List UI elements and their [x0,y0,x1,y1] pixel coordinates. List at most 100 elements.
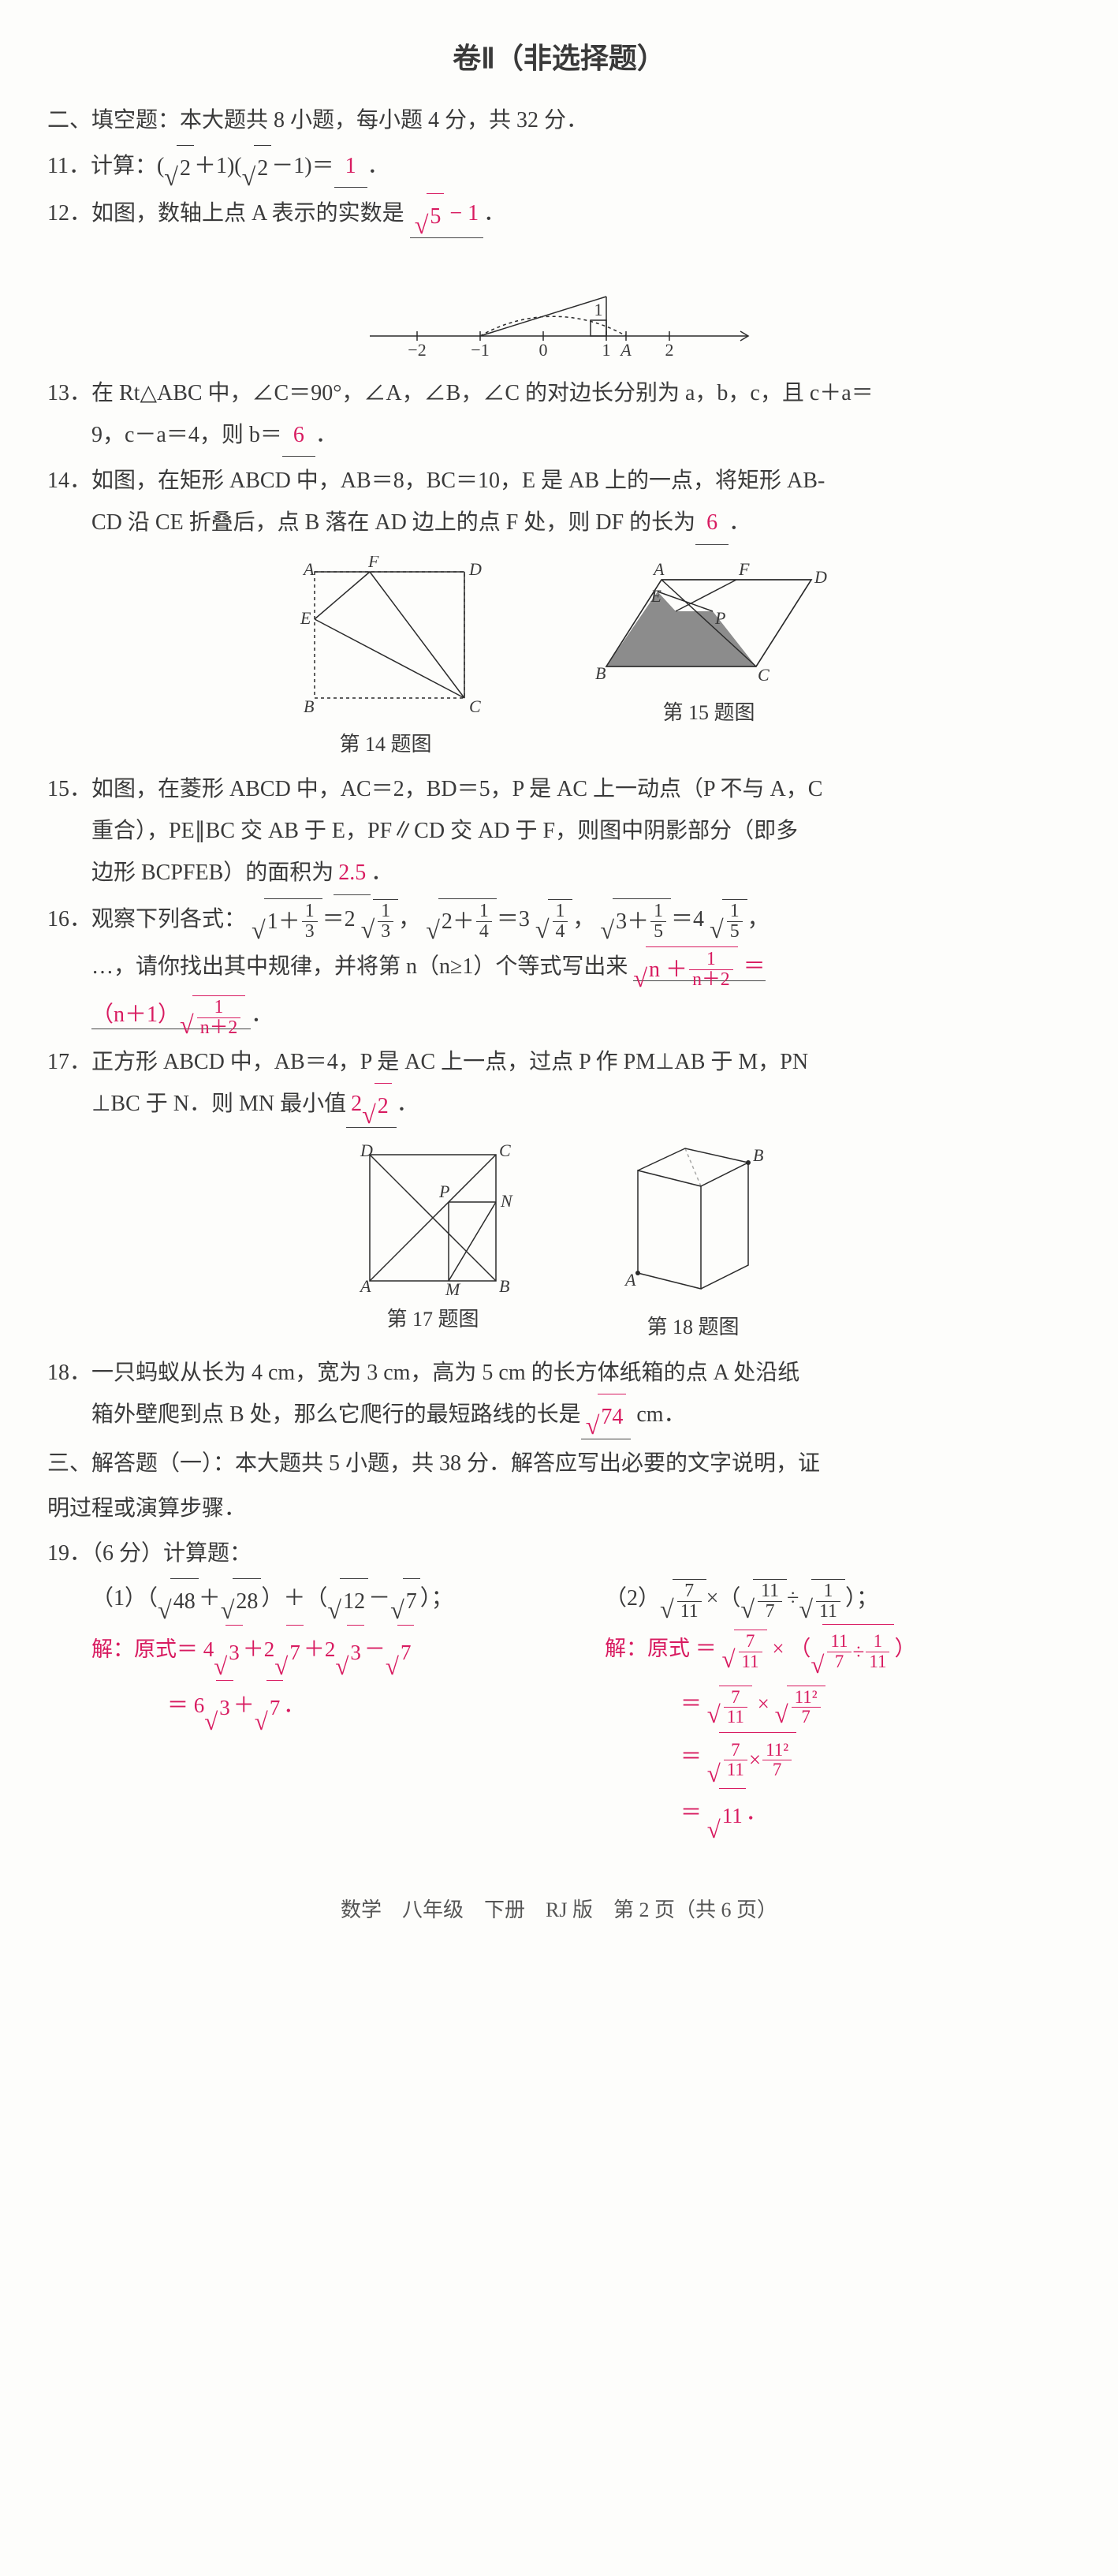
q15-tail: ． [371,861,393,885]
q15-line3: 边形 BCPFEB）的面积为 [91,861,334,885]
q18-line2: 箱外壁爬到点 B 处，那么它爬行的最短路线的长是 [91,1402,581,1427]
q17-q18-figures: D C A B M N P 第 17 题图 A [47,1139,1071,1346]
svg-text:F: F [738,559,750,579]
svg-text:A: A [619,340,632,360]
q16-tail: ． [251,1002,273,1027]
q15-line2: 重合），PE∥BC 交 AB 于 E，PF∥CD 交 AD 于 F，则图中阴影部… [47,810,1071,852]
q11-mid: ＋1)( [194,154,242,178]
svg-text:B: B [595,663,606,683]
q14-q15-figures: A F D E B C 第 14 题图 A F D [47,556,1071,763]
q14-caption: 第 14 题图 [339,725,431,763]
q16-line2: …，请你找出其中规律，并将第 n（n≥1）个等式写出来 √n ＋ 1n＋2 ＝ [47,946,1071,991]
svg-text:P: P [714,608,725,628]
sqrt-icon: √14 [535,899,573,942]
q17-line2: ⊥BC 于 N．则 MN 最小值 [91,1092,346,1116]
q18-unit: cm． [631,1402,685,1427]
q16-prefix: 16．观察下列各式： [47,907,246,931]
svg-text:B: B [304,696,314,716]
svg-text:2: 2 [665,340,674,360]
q16-answer-part1: √n ＋ 1n＋2 ＝ [633,954,765,981]
q18-caption: 第 18 题图 [647,1308,739,1346]
q19-part2-solution: 解：原式 ＝ √711 × （√117 ÷ 111） ＝ √711 × √11²… [605,1623,1071,1842]
svg-text:−2: −2 [408,340,426,360]
sqrt-icon: √2 [164,145,194,189]
q13-tail: ． [315,423,337,447]
q17-answer: 2√2 [346,1083,397,1129]
q14-line1: 14．如图，在矩形 ABCD 中，AB＝8，BC＝10，E 是 AB 上的一点，… [47,460,1071,502]
svg-text:A: A [652,559,665,579]
svg-text:C: C [499,1141,511,1160]
sqrt-icon: √15 [710,899,747,942]
q12-figure: −2 −1 0 1 2 A 1 [47,249,1071,368]
q11-answer: 1 [334,145,367,188]
q14-line2: CD 沿 CE 折叠后，点 B 落在 AD 边上的点 F 处，则 DF 的长为 [91,510,695,535]
question-18: 18．一只蚂蚁从长为 4 cm，宽为 3 cm，高为 5 cm 的长方体纸箱的点… [47,1352,1071,1439]
q16-answer-part2: （n＋1）√1n＋2 [91,1002,251,1029]
sqrt-icon: √2 [242,145,272,189]
q14-diagram: A F D E B C [283,556,488,722]
sqrt-icon: √13 [361,899,399,942]
svg-text:A: A [302,559,315,579]
svg-text:B: B [499,1276,509,1296]
svg-text:B: B [753,1145,763,1165]
number-line-diagram: −2 −1 0 1 2 A 1 [354,249,764,368]
section-2-head: 二、填空题：本大题共 8 小题，每小题 4 分，共 32 分． [47,99,1071,141]
section-3-head-b: 明过程或演算步骤． [47,1488,1071,1529]
svg-text:A: A [359,1276,371,1296]
q12-stem: 12．如图，数轴上点 A 表示的实数是 [47,201,404,226]
svg-text:0: 0 [539,340,548,360]
q19-part1-solution: 解：原式＝ 4√3＋2√7＋2√3－√7 ＝ 6√3＋√7． [91,1624,557,1734]
question-12: 12．如图，数轴上点 A 表示的实数是 √5 − 1． [47,192,1071,238]
svg-text:E: E [650,586,662,606]
q11-prefix: 11．计算：( [47,154,164,178]
q17-tail: ． [397,1092,419,1116]
q12-tail: ． [483,201,505,226]
page-footer: 数学 八年级 下册 RJ 版 第 2 页（共 6 页） [47,1891,1071,1929]
q11-tail: ． [367,154,389,178]
svg-text:F: F [367,556,379,571]
q19-part2: （2）√711×（√117÷√111）； 解：原式 ＝ √711 × （√117… [605,1577,1071,1842]
q14-tail: ． [729,510,751,535]
question-17: 17．正方形 ABCD 中，AB＝4，P 是 AC 上一点，过点 P 作 PM⊥… [47,1041,1071,1129]
sqrt-icon: √1＋13 [252,898,322,943]
q14-answer: 6 [695,502,729,544]
question-16: 16．观察下列各式： √1＋13＝2 √13， √2＋14＝3 √14， √3＋… [47,898,1071,943]
svg-text:C: C [758,665,770,685]
question-19: 19．（6 分）计算题： [47,1533,1071,1574]
q13-answer: 6 [282,414,315,457]
section-3-head: 三、解答题（一）：本大题共 5 小题，共 38 分．解答应写出必要的文字说明，证 [47,1443,1071,1484]
q13-line2: 9，c－a＝4，则 b＝ [91,423,282,447]
q12-answer: √5 − 1 [410,192,483,238]
svg-text:P: P [438,1182,449,1201]
svg-text:D: D [360,1141,373,1160]
q15-answer: 2.5 [334,852,371,894]
svg-text:C: C [469,696,481,716]
q13-line1: 13．在 Rt△ABC 中，∠C＝90°，∠A，∠B，∠C 的对边长分别为 a，… [47,372,1071,414]
svg-text:1: 1 [594,300,603,319]
question-13: 13．在 Rt△ABC 中，∠C＝90°，∠A，∠B，∠C 的对边长分别为 a，… [47,372,1071,457]
sqrt-icon: √2＋14 [426,898,497,943]
svg-text:D: D [814,567,827,587]
q11-suffix: －1)＝ [271,154,334,178]
svg-text:1: 1 [602,340,611,360]
q15-line1: 15．如图，在菱形 ABCD 中，AC＝2，BD＝5，P 是 AC 上一动点（P… [47,768,1071,810]
q17-diagram: D C A B M N P [346,1139,520,1297]
q18-answer: √74 [581,1394,632,1439]
q17-line1: 17．正方形 ABCD 中，AB＝4，P 是 AC 上一点，过点 P 作 PM⊥… [47,1041,1071,1083]
q19-subparts: （1）（√48＋√28）＋（√12－√7）； 解：原式＝ 4√3＋2√7＋2√3… [47,1577,1071,1842]
question-11: 11．计算：(√2＋1)(√2－1)＝1． [47,145,1071,190]
question-14: 14．如图，在矩形 ABCD 中，AB＝8，BC＝10，E 是 AB 上的一点，… [47,460,1071,544]
svg-text:A: A [624,1270,636,1290]
q15-diagram: A F D E P B C [583,556,835,690]
q16-line3: （n＋1）√1n＋2 ． [47,994,1071,1038]
q18-diagram: A B [614,1139,772,1305]
q17-caption: 第 17 题图 [386,1300,479,1338]
svg-text:−1: −1 [471,340,489,360]
question-15: 15．如图，在菱形 ABCD 中，AC＝2，BD＝5，P 是 AC 上一动点（P… [47,768,1071,895]
svg-text:D: D [468,559,482,579]
sqrt-icon: √3＋15 [600,898,671,943]
svg-text:N: N [500,1191,513,1211]
q15-caption: 第 15 题图 [662,693,755,732]
page-title: 卷Ⅱ（非选择题） [47,32,1071,85]
q18-line1: 18．一只蚂蚁从长为 4 cm，宽为 3 cm，高为 5 cm 的长方体纸箱的点… [47,1352,1071,1394]
